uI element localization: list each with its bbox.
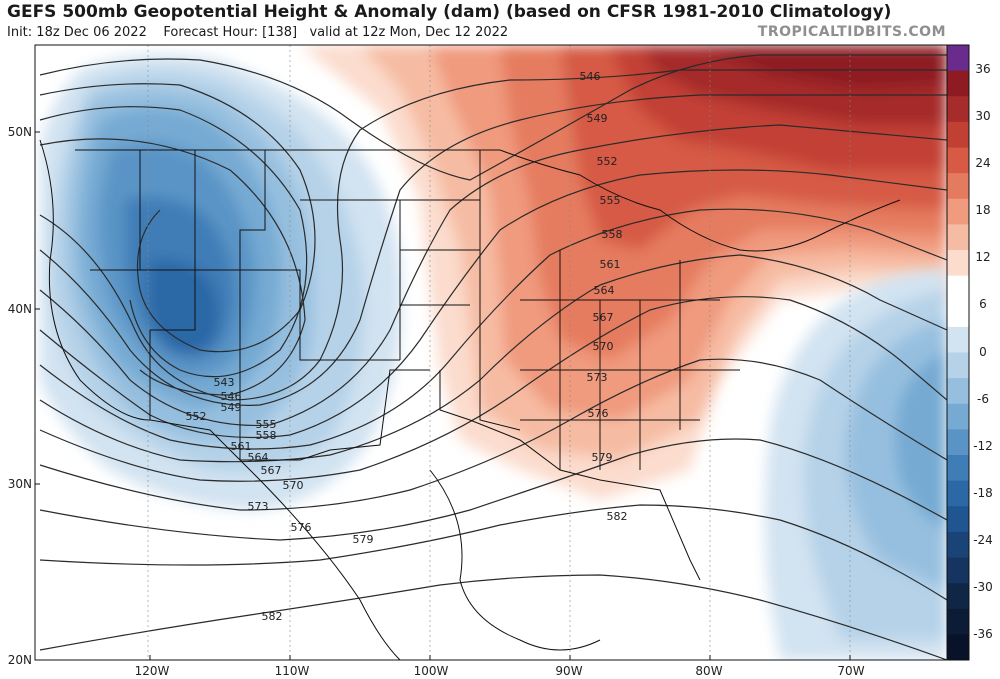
contour-label-573-west: 573 [248,500,269,513]
colorbar-swatch [947,224,969,251]
contour-label-549-west: 549 [221,401,242,414]
lat-ticks [35,131,40,485]
colorbar-swatch [947,301,969,328]
colorbar-swatch [947,326,969,354]
colorbar-swatch [947,531,969,559]
colorbar-swatch [947,250,969,277]
colorbar-swatch [947,352,969,379]
colorbar-swatch [947,378,969,405]
contour-label-579-west: 579 [353,533,374,546]
contour-label-564-east: 564 [594,284,615,297]
colorbar-label-24: 24 [975,156,990,170]
contour-label-555-west: 555 [256,418,277,431]
contour-label-567-west: 567 [261,464,282,477]
colorbar-frame [946,44,970,661]
colorbar-swatch [947,480,969,507]
height-contours [39,54,947,660]
contour-label-576-west: 576 [291,521,312,534]
lon-label-120w: 120W [135,664,170,678]
colorbar-label-30: 30 [975,109,990,123]
colorbar-label-m6: -6 [977,392,989,406]
init-time: Init: 18z Dec 06 2022 [7,25,147,40]
lon-label-70w: 70W [837,664,864,678]
lon-label-100w: 100W [414,664,449,678]
colorbar-label-0: 0 [979,345,987,359]
colorbar-label-36: 36 [975,62,990,76]
colorbar-swatch [947,403,969,430]
contour-label-582-west: 582 [262,610,283,623]
colorbar-swatch [947,70,969,97]
contour-label-564-west: 564 [248,451,269,464]
colorbar-swatch [947,45,969,72]
contour-label-558-west: 558 [256,429,277,442]
contour-label-555-east: 555 [600,194,621,207]
colorbar-swatch [947,634,969,661]
contour-label-573-east: 573 [587,371,608,384]
contour-label-549-east: 549 [587,112,608,125]
lon-label-80w: 80W [695,664,722,678]
colorbar-swatch [947,198,969,225]
colorbar-swatch [947,506,969,533]
contour-label-570-east: 570 [593,340,614,353]
colorbar-label-m30: -30 [973,580,993,594]
lat-label-50n: 50N [8,125,32,139]
colorbar-label-m12: -12 [973,439,993,453]
contour-label-576-east: 576 [588,407,609,420]
colorbar-swatch [947,173,969,200]
valid-time: valid at 12z Mon, Dec 12 2022 [309,25,509,40]
contour-label-570-west: 570 [283,479,304,492]
contour-label-567-east: 567 [593,311,614,324]
lon-ticks [149,655,851,660]
contour-label-546-east: 546 [580,70,601,83]
lon-label-90w: 90W [555,664,582,678]
political-borders [39,139,901,660]
colorbar-label-m24: -24 [973,533,993,547]
colorbar-swatch [947,608,969,635]
colorbar-swatch [947,275,969,302]
map-subtitle: Init: 18z Dec 06 2022 Forecast Hour: [13… [7,25,508,40]
lat-label-40n: 40N [8,302,32,316]
colorbar-swatch [947,147,969,174]
contour-label-558-east: 558 [602,228,623,241]
colorbar-label-18: 18 [975,203,990,217]
forecast-hour: Forecast Hour: [138] [163,25,298,40]
colorbar-swatch [947,121,969,149]
contour-label-552-west: 552 [186,410,207,423]
site-credit: TROPICALTIDBITS.COM [757,24,946,40]
colorbar-label-m36: -36 [973,627,993,641]
contour-label-546-west: 546 [221,390,242,403]
lat-label-20n: 20N [8,653,32,667]
colorbar-label-6: 6 [979,297,987,311]
contour-label-561-east: 561 [600,258,621,271]
colorbar-label-12: 12 [975,250,990,264]
colorbar-label-m18: -18 [973,486,993,500]
colorbar-swatch [947,455,969,482]
colorbar-swatch [947,557,969,584]
negative-anomaly-shading-atlantic [765,270,947,660]
negative-anomaly-shading-west [40,54,402,510]
colorbar-swatch [947,429,969,456]
contour-label-543-west: 543 [214,376,235,389]
contour-label-579-east: 579 [592,451,613,464]
lon-label-110w: 110W [275,664,310,678]
colorbar-swatch [947,583,969,610]
contour-label-552-east: 552 [597,155,618,168]
positive-anomaly-shading [300,45,947,500]
colorbar-swatch [947,96,969,123]
contour-label-582-east: 582 [607,510,628,523]
colorbar [947,45,969,661]
contour-label-561-west: 561 [231,440,252,453]
lat-label-30n: 30N [8,477,32,491]
map-title: GEFS 500mb Geopotential Height & Anomaly… [7,2,892,22]
